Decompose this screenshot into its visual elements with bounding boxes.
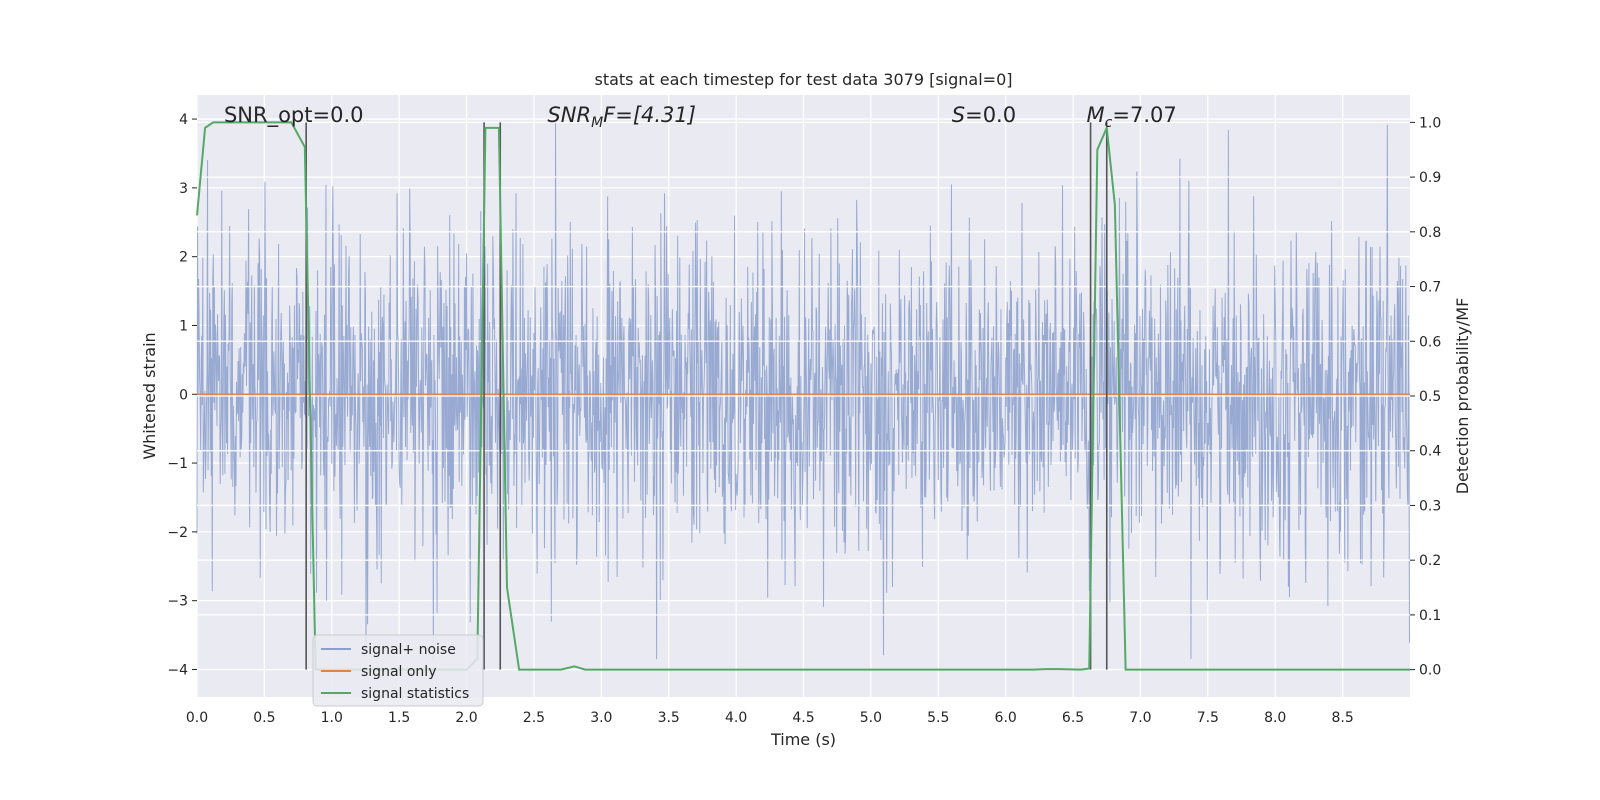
x-axis-label: Time (s)	[770, 730, 836, 749]
y2-tick-label: 0.6	[1419, 334, 1441, 350]
chart-title: stats at each timestep for test data 307…	[594, 70, 1012, 89]
x-tick-label: 5.0	[860, 710, 882, 726]
x-tick-label: 6.0	[995, 710, 1017, 726]
y2-tick-label: 0.9	[1419, 170, 1441, 186]
x-tick-label: 2.0	[455, 710, 477, 726]
annotation-text: Mc=7.07	[1087, 103, 1177, 131]
x-tick-label: 1.5	[388, 710, 410, 726]
annotation-text: SNRMF=[4.31]	[547, 103, 696, 131]
x-tick-label: 3.0	[590, 710, 612, 726]
y2-axis-label: Detection probability/MF	[1453, 298, 1472, 495]
y2-tick-label: 0.4	[1419, 444, 1441, 460]
x-tick-label: 5.5	[927, 710, 949, 726]
series-signal-plus-noise	[196, 122, 1410, 660]
y2-tick-label: 0.7	[1419, 280, 1441, 296]
x-tick-label: 7.5	[1197, 710, 1219, 726]
y-tick-label: 2	[179, 250, 188, 266]
y-tick-label: −4	[167, 662, 188, 678]
y-axis-label: Whitened strain	[140, 332, 159, 459]
x-tick-label: 8.0	[1264, 710, 1286, 726]
y2-tick-label: 0.2	[1419, 553, 1441, 569]
y-tick-label: −3	[167, 594, 188, 610]
y2-tick-label: 1.0	[1419, 115, 1441, 131]
x-tick-label: 3.5	[658, 710, 680, 726]
x-tick-label: 6.5	[1062, 710, 1084, 726]
y-tick-label: 0	[179, 387, 188, 403]
legend-label: signal only	[361, 664, 436, 680]
x-tick-label: 0.0	[186, 710, 208, 726]
annotation-layer: SNR_opt=0.0 SNRMF=[4.31] S=0.0 Mc=7.07	[224, 103, 1177, 131]
y-tick-label: 1	[179, 318, 188, 334]
series-signal-statistics	[196, 121, 1410, 671]
legend-box	[312, 634, 484, 707]
y2-tick-label: 0.3	[1419, 498, 1441, 514]
x-tick-label: 8.5	[1331, 710, 1353, 726]
legend-label: signal statistics	[361, 686, 469, 702]
legend: signal+ noise signal only signal statistic…	[312, 634, 484, 707]
y-tick-label: 3	[179, 181, 188, 197]
axes-layer: 0.0 0.5 1.0 1.5 2.0 2.5 3.0 3.5 4.0 4.5 5.0 5.5 6.0 6…	[167, 112, 1441, 726]
legend-label: signal+ noise	[361, 642, 456, 658]
x-tick-label: 4.5	[792, 710, 814, 726]
marker-layer	[196, 121, 1410, 671]
x-tick-label: 2.5	[523, 710, 545, 726]
x-tick-label: 7.0	[1129, 710, 1151, 726]
annotation-text: SNR_opt=0.0	[224, 103, 364, 128]
y-tick-label: −2	[167, 525, 188, 541]
annotation-text: S=0.0	[952, 103, 1016, 127]
x-tick-label: 0.5	[253, 710, 275, 726]
y-tick-label: −1	[167, 456, 188, 472]
x-tick-label: 1.0	[321, 710, 343, 726]
y2-tick-label: 0.1	[1419, 608, 1441, 624]
x-tick-label: 4.0	[725, 710, 747, 726]
y-tick-label: 4	[179, 112, 188, 128]
y2-tick-label: 0.5	[1419, 389, 1441, 405]
y2-tick-label: 0.8	[1419, 225, 1441, 241]
y2-tick-label: 0.0	[1419, 663, 1441, 679]
